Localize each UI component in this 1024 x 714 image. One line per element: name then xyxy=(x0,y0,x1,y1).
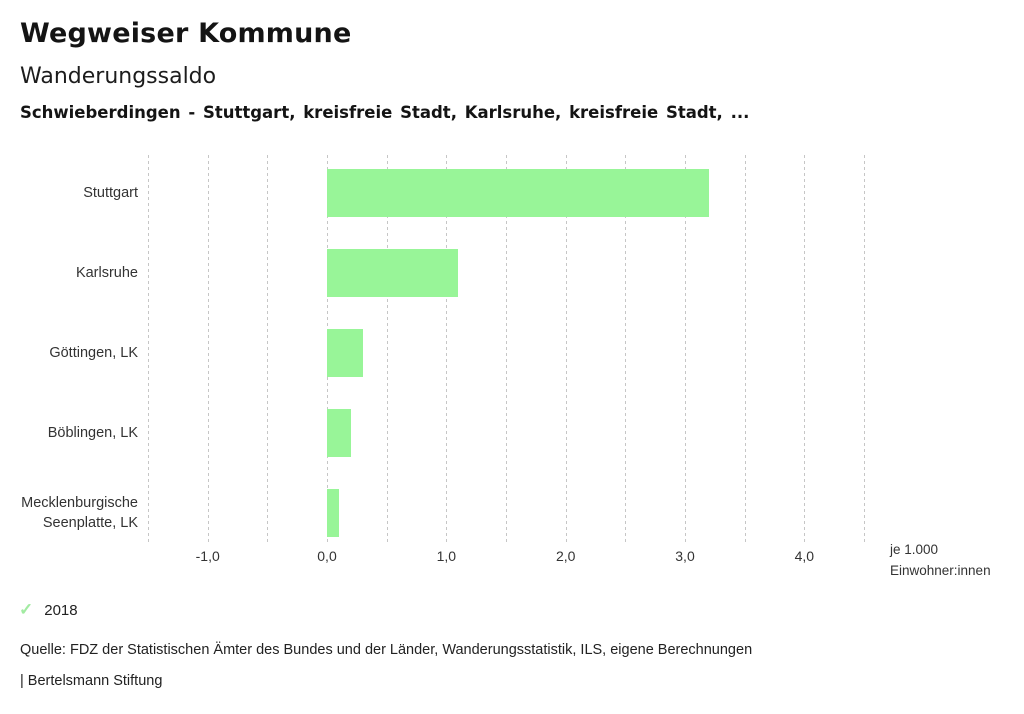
category-label: Mecklenburgische Seenplatte, LK xyxy=(21,495,138,531)
gridline xyxy=(446,155,448,543)
x-axis: -1,0 0,0 1,0 2,0 3,0 4,0 xyxy=(148,548,864,568)
gridline xyxy=(565,155,567,543)
legend-item-2018[interactable]: ✓ 2018 xyxy=(19,600,78,620)
category-label: Böblingen, LK xyxy=(47,425,138,441)
chart-subtitle: Schwieberdingen - Stuttgart, kreisfreie … xyxy=(20,103,750,122)
gridline xyxy=(744,155,746,543)
gridline xyxy=(506,155,507,543)
bar-karlsruhe[interactable] xyxy=(327,249,459,297)
source-text: Quelle: FDZ der Statistischen Ämter des … xyxy=(20,642,753,658)
bar-g-ttingen-lk[interactable] xyxy=(327,329,363,377)
category-label: Göttingen, LK xyxy=(49,345,138,361)
gridline xyxy=(864,155,865,543)
x-axis-unit-line1: je 1.000 xyxy=(890,542,939,557)
x-tick-label: 0,0 xyxy=(317,548,337,564)
app-title: Wegweiser Kommune xyxy=(20,18,352,49)
bar-stuttgart[interactable] xyxy=(327,169,709,217)
x-tick-label: 2,0 xyxy=(555,548,576,564)
x-tick-label: -1,0 xyxy=(195,548,220,564)
x-axis-unit-line2: Einwohner:innen xyxy=(890,563,991,578)
bar-mecklenburgische-seenplatte-lk[interactable] xyxy=(327,489,339,537)
x-tick-label: 4,0 xyxy=(794,548,815,564)
bar-chart-plot xyxy=(148,155,865,543)
x-tick-label: 1,0 xyxy=(436,548,457,564)
gridline xyxy=(625,155,627,543)
branding-text: | Bertelsmann Stiftung xyxy=(20,673,163,689)
category-axis: Stuttgart Karlsruhe Göttingen, LK Böblingen… xyxy=(0,155,138,543)
gridline xyxy=(148,155,149,543)
checkmark-icon: ✓ xyxy=(19,600,34,619)
x-tick-label: 3,0 xyxy=(675,548,695,564)
legend-year-label: 2018 xyxy=(44,601,78,619)
gridline xyxy=(804,155,806,543)
gridline xyxy=(386,155,388,543)
gridline xyxy=(685,155,686,543)
bar-b-blingen-lk[interactable] xyxy=(327,409,351,457)
gridline xyxy=(267,155,269,543)
category-label: Stuttgart xyxy=(83,185,138,201)
x-axis-unit-label: je 1.000 Einwohner:innen xyxy=(890,539,991,581)
category-label: Karlsruhe xyxy=(75,265,138,281)
chart-title: Wanderungssaldo xyxy=(20,64,217,89)
gridline xyxy=(207,155,209,543)
